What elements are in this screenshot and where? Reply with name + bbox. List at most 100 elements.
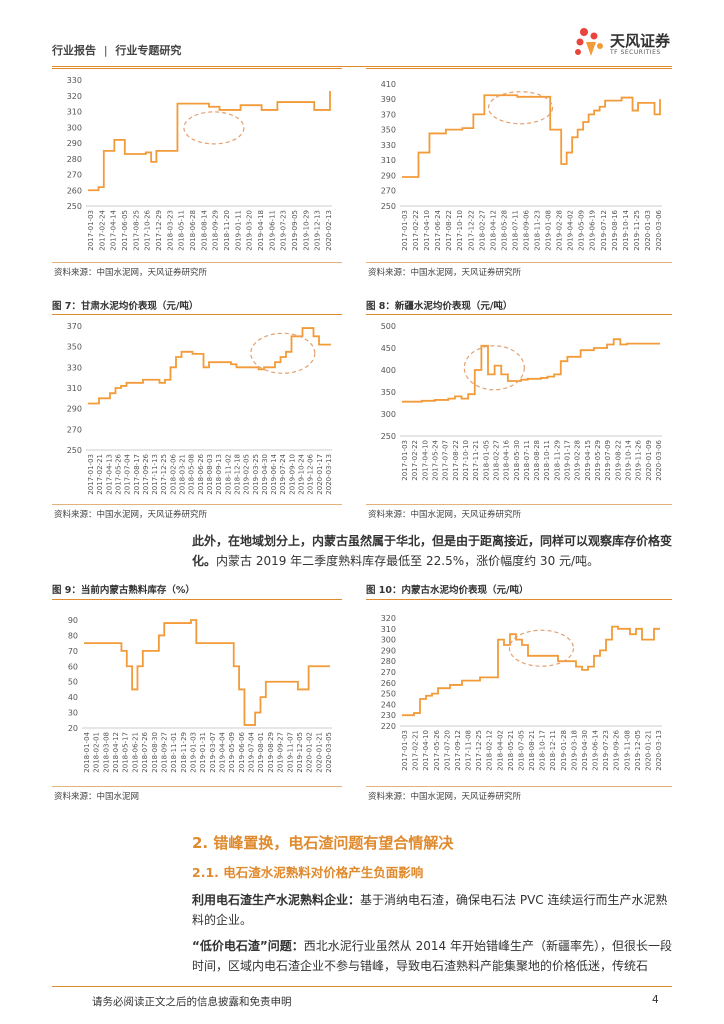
y-tick-label: 250 [381, 202, 396, 211]
x-tick-label: 2018-12-18 [233, 454, 241, 495]
x-tick-label: 2018-07-26 [141, 731, 149, 772]
x-tick-label: 2018-06-21 [131, 732, 139, 773]
y-tick-label: 400 [381, 366, 396, 375]
x-tick-label: 2017-09-12 [454, 730, 462, 771]
x-tick-label: 2019-01-28 [560, 730, 568, 771]
x-tick-label: 2018-07-11 [523, 440, 531, 481]
highlight-ellipse [250, 332, 316, 374]
paragraph-body: 基于消纳电石渣，确保电石法 PVC 连续运行而生产水泥熟料的企业。 [192, 893, 668, 927]
x-tick-label: 2018-05-11 [178, 210, 186, 251]
highlight-ellipse [487, 91, 554, 125]
paragraph-body: 内蒙古 2019 年二季度熟料库存最低至 22.5%，涨价幅度约 30 元/吨。 [216, 554, 600, 568]
x-tick-label: 2019-07-09 [604, 440, 612, 481]
y-tick-label: 230 [381, 711, 396, 720]
x-tick-label: 2019-09-10 [288, 454, 296, 495]
x-tick-label: 2020-01-21 [644, 730, 652, 771]
y-tick-label: 370 [67, 322, 82, 331]
x-tick-label: 2019-09-05 [291, 210, 299, 251]
x-tick-label: 2017-06-05 [121, 210, 129, 251]
figure-bottom-rule [366, 262, 672, 263]
paragraph-lead: 利用电石渣生产水泥熟料企业： [192, 893, 361, 907]
x-tick-label: 2018-06-28 [189, 210, 197, 251]
y-tick-label: 270 [381, 187, 396, 196]
figure-title: 图 8：新疆水泥均价表现（元/吨） [366, 301, 513, 312]
y-tick-label: 270 [67, 425, 82, 434]
x-tick-label: 2018-09-29 [212, 210, 220, 251]
x-tick-label: 2017-07-04 [124, 453, 132, 494]
x-tick-label: 2017-04-14 [110, 209, 118, 250]
x-tick-label: 2018-08-28 [533, 440, 541, 481]
y-tick-label: 250 [67, 202, 82, 211]
y-tick-label: 300 [381, 410, 396, 419]
y-tick-label: 450 [381, 344, 396, 353]
x-tick-label: 2020-01-17 [316, 454, 324, 495]
x-tick-label: 2017-06-24 [434, 209, 442, 250]
x-tick-label: 2018-01-04 [83, 731, 91, 772]
x-tick-label: 2019-01-31 [199, 732, 207, 773]
x-tick-label: 2019-01-03 [189, 732, 197, 773]
y-tick-label: 330 [67, 76, 82, 85]
x-tick-label: 2018-09-13 [215, 454, 223, 495]
x-tick-label: 2018-08-30 [151, 732, 159, 773]
x-tick-label: 2019-07-24 [279, 453, 287, 494]
figure-title: 图 10：内蒙古水泥均价表现（元/吨） [366, 585, 529, 596]
y-tick-label: 270 [381, 668, 396, 677]
y-tick-label: 310 [67, 384, 82, 393]
x-tick-label: 2018-02-12 [486, 730, 494, 771]
y-tick-label: 250 [67, 446, 82, 455]
y-tick-label: 320 [381, 614, 396, 623]
x-tick-label: 2018-01-05 [482, 440, 490, 481]
x-tick-label: 2019-12-13 [314, 210, 322, 251]
x-tick-label: 2018-03-21 [179, 454, 187, 495]
line-chart-fig7: 250 270 290 310 330 350 370 2017-01-03 2017-02-2… [67, 322, 333, 495]
y-tick-label: 280 [381, 657, 396, 666]
x-tick-label: 2017-12-29 [155, 210, 163, 251]
x-tick-label: 2019-12-05 [634, 730, 642, 771]
x-tick-label: 2017-01-03 [401, 730, 409, 771]
x-tick-label: 2019-08-29 [267, 732, 275, 773]
x-tick-label: 2019-09-26 [613, 729, 621, 770]
y-tick-label: 390 [381, 95, 396, 104]
paragraph-low-price: “低价电石渣”问题：西北水泥行业虽然从 2014 年开始错峰生产（新疆率先），但… [192, 936, 672, 976]
x-tick-label: 2017-11-21 [472, 440, 480, 481]
y-tick-label: 350 [67, 343, 82, 352]
x-tick-label: 2017-12-22 [467, 210, 475, 251]
series-line [402, 338, 660, 403]
x-tick-label: 2019-04-04 [219, 731, 227, 772]
subsection-heading: 2.1. 电石渣水泥熟料对价格产生负面影响 [192, 865, 424, 880]
x-tick-label: 2018-03-23 [166, 210, 174, 251]
series-line [84, 619, 330, 726]
y-tick-label: 260 [381, 679, 396, 688]
x-tick-label: 2018-02-01 [93, 732, 101, 773]
x-tick-label: 2019-10-29 [302, 210, 310, 251]
x-tick-label: 2019-07-23 [280, 210, 288, 251]
series-line [88, 91, 331, 192]
y-tick-label: 250 [381, 690, 396, 699]
y-tick-label: 330 [67, 363, 82, 372]
x-tick-label: 2017-09-26 [142, 453, 150, 494]
x-tick-label: 2020-03-13 [655, 730, 663, 771]
x-tick-label: 2019-04-30 [581, 730, 589, 771]
x-tick-label: 2020-01-02 [306, 732, 314, 773]
x-tick-label: 2017-04-10 [422, 730, 430, 771]
footer-rule [52, 986, 672, 987]
header-section: 行业报告 [52, 44, 96, 57]
x-tick-label: 2020-03-06 [655, 209, 663, 250]
y-tick-label: 310 [381, 156, 396, 165]
x-tick-label: 2018-03-08 [102, 732, 110, 773]
x-tick-label: 2018-11-29 [180, 732, 188, 773]
x-tick-label: 2017-02-24 [98, 209, 106, 250]
x-tick-label: 2020-01-03 [644, 210, 652, 251]
x-tick-label: 2018-05-08 [188, 454, 196, 495]
x-tick-label: 2018-04-12 [112, 732, 120, 773]
x-tick-label: 2019-06-06 [238, 731, 246, 772]
x-tick-label: 2018-11-01 [170, 732, 178, 773]
x-tick-label: 2018-02-06 [169, 453, 177, 494]
y-tick-label: 260 [67, 186, 82, 195]
figure-top-rule [366, 599, 672, 600]
x-tick-label: 2019-01-17 [564, 440, 572, 481]
y-tick-label: 410 [381, 80, 396, 89]
x-tick-label: 2019-10-24 [298, 453, 306, 494]
x-tick-label: 2018-04-02 [496, 730, 504, 771]
